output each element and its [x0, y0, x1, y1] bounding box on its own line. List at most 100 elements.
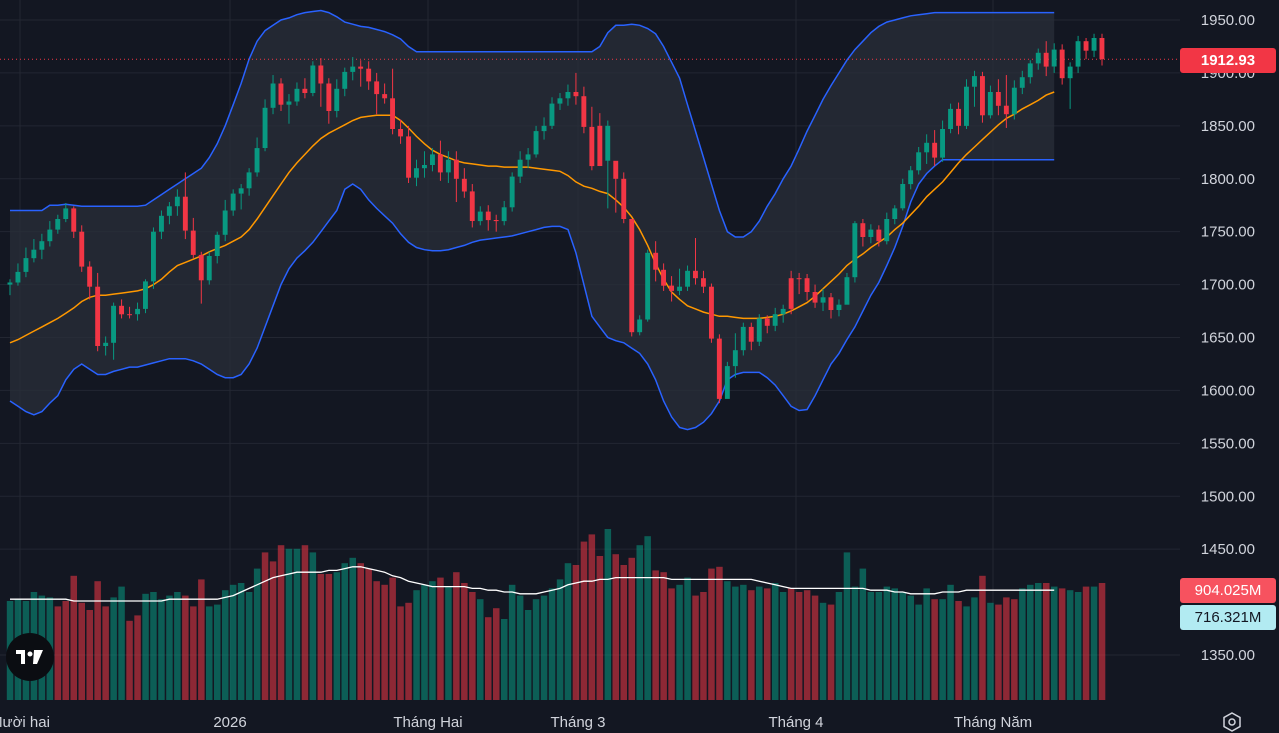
candle-body: [924, 142, 930, 153]
volume-bar: [612, 554, 619, 700]
candle-body: [1059, 49, 1065, 79]
candle-body: [716, 338, 722, 399]
candle-body: [748, 326, 754, 342]
volume-bar: [987, 602, 994, 700]
volume-bar: [508, 584, 516, 700]
volume-bar: [373, 581, 380, 700]
candle-body: [724, 366, 730, 399]
candle-body: [469, 191, 475, 221]
volume-bar: [1051, 586, 1058, 700]
volume-bar: [748, 590, 755, 700]
candle-body: [836, 304, 842, 310]
time-tick-label: Tháng 4: [768, 714, 823, 731]
candle-body: [908, 170, 914, 185]
volume-bar: [548, 588, 556, 700]
candle-body: [589, 126, 595, 167]
volume-bar: [787, 588, 795, 700]
candle-body: [732, 350, 738, 367]
volume-ma-line: [10, 566, 1055, 602]
candle-body: [422, 165, 427, 169]
volume-bar: [285, 548, 293, 700]
volume-bar: [540, 595, 548, 700]
volume-bar: [604, 529, 612, 700]
candle-body: [366, 68, 372, 82]
volume-bar: [237, 583, 245, 700]
candle-body: [972, 76, 977, 87]
candle-body: [1099, 38, 1105, 60]
candle-body: [71, 208, 77, 232]
candle-body: [613, 160, 619, 179]
volume-bar: [1058, 588, 1066, 700]
volume-bar: [261, 552, 269, 700]
candle-body: [294, 88, 300, 102]
volume-bar: [445, 586, 452, 700]
candle-body: [621, 178, 627, 219]
volume-bar: [883, 586, 891, 700]
candle-body: [812, 292, 818, 303]
candle-body: [964, 86, 969, 126]
volume-bar: [532, 599, 540, 700]
candle-body: [374, 81, 380, 95]
candle-body: [246, 172, 252, 189]
candle-body: [262, 107, 268, 148]
price-tick-label: 1750.00: [1201, 224, 1255, 241]
moving-average-line: [9, 91, 1055, 344]
volume-bar: [859, 568, 867, 700]
candle-body: [916, 152, 922, 171]
time-tick-label: Tháng Năm: [954, 714, 1032, 731]
candle-body: [605, 125, 611, 161]
volume-bar: [907, 595, 914, 700]
volume-bar: [134, 615, 141, 700]
candle-body: [804, 278, 810, 292]
price-tick-label: 1450.00: [1201, 541, 1255, 558]
volume-bar: [309, 552, 317, 700]
tradingview-logo-icon: [16, 650, 43, 664]
volume-bar: [485, 617, 492, 700]
volume-bar: [764, 588, 771, 700]
volume-bar: [62, 601, 69, 700]
candle-body: [230, 193, 236, 211]
time-tick-label: Mười hai: [0, 714, 50, 731]
candle-body: [884, 219, 890, 242]
volume-bar: [644, 536, 651, 700]
candle-body: [15, 271, 21, 283]
volume-bar: [939, 599, 946, 700]
candle-body: [493, 220, 499, 222]
volume-bar: [118, 586, 125, 700]
candle-body: [342, 71, 348, 89]
volume-bar: [1074, 592, 1082, 700]
candle-body: [900, 184, 906, 209]
volume-bar: [740, 584, 747, 700]
lower-band-line: [9, 158, 1055, 431]
volume-bar: [1035, 583, 1042, 700]
candle-body: [206, 256, 212, 281]
volume-bar: [317, 574, 325, 700]
candle-body: [1035, 52, 1041, 64]
candle-body: [111, 305, 116, 343]
volume-bar: [150, 592, 157, 700]
candle-body: [709, 286, 714, 339]
volume-bar: [724, 581, 731, 700]
volume-bar: [556, 579, 564, 700]
volume-bar: [158, 599, 165, 700]
settings-icon[interactable]: [1221, 711, 1243, 733]
volume-bar: [995, 604, 1002, 700]
volume-bar: [349, 557, 356, 700]
volume-bar: [142, 593, 149, 700]
volume-bar: [477, 599, 484, 700]
volume-bar: [779, 592, 787, 700]
price-tick-label: 1500.00: [1201, 488, 1255, 505]
candle-body: [95, 286, 101, 346]
volume-bar: [214, 604, 221, 700]
candle-body: [637, 319, 643, 333]
candle-body: [525, 154, 531, 160]
candle-body: [756, 318, 762, 342]
volume-ma-label: 716.321M: [1180, 605, 1276, 630]
volume-bar: [166, 595, 173, 700]
volume-bar: [580, 541, 588, 700]
volume-bar: [971, 597, 978, 700]
volume-bar: [1027, 584, 1034, 700]
tradingview-logo[interactable]: [6, 633, 54, 681]
volume-bar: [524, 610, 532, 700]
